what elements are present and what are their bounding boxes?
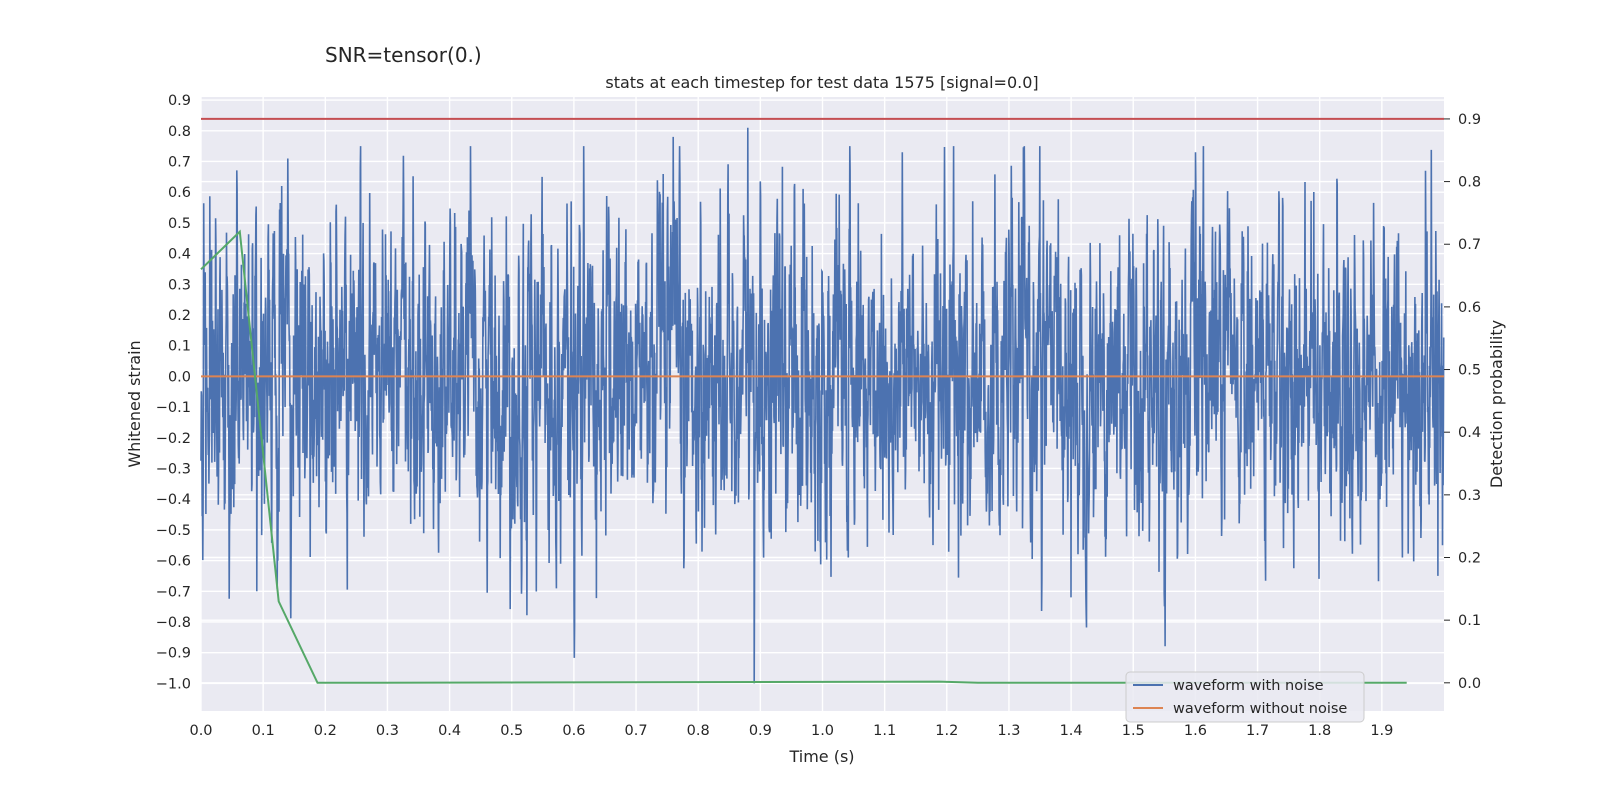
y2-tick-label: 0.3 bbox=[1458, 488, 1481, 504]
x-tick-label: 0.4 bbox=[438, 723, 461, 739]
y2-tick-label: 0.7 bbox=[1458, 237, 1481, 253]
y-tick-label: 0.1 bbox=[168, 339, 191, 355]
y-tick-label: 0.2 bbox=[168, 308, 191, 324]
x-tick-label: 1.7 bbox=[1246, 723, 1269, 739]
legend-label-noise: waveform with noise bbox=[1173, 678, 1324, 694]
x-tick-label: 1.8 bbox=[1308, 723, 1331, 739]
x-tick-label: 0.6 bbox=[562, 723, 585, 739]
y-tick-label: 0.3 bbox=[168, 277, 191, 293]
y-tick-label: −0.4 bbox=[156, 492, 191, 508]
x-tick-label: 0.9 bbox=[749, 723, 772, 739]
y-tick-label: 0.6 bbox=[168, 185, 191, 201]
y-tick-label: 0.9 bbox=[168, 93, 191, 109]
y-tick-label: −0.5 bbox=[156, 523, 191, 539]
y-tick-labels: 0.9 0.8 0.7 0.6 0.5 0.4 0.3 0.2 0.1 0.0 −0.1 −0.2 −0… bbox=[156, 93, 191, 692]
x-tick-label: 1.9 bbox=[1370, 723, 1393, 739]
x-tick-label: 1.5 bbox=[1122, 723, 1145, 739]
y-tick-label: −0.8 bbox=[156, 615, 191, 631]
chart-title: stats at each timestep for test data 157… bbox=[605, 73, 1038, 92]
x-tick-label: 1.6 bbox=[1184, 723, 1207, 739]
x-tick-label: 1.1 bbox=[873, 723, 896, 739]
y2-tick-labels: 0.9 0.8 0.7 0.6 0.5 0.4 0.3 0.2 0.1 0.0 bbox=[1444, 112, 1481, 692]
y-tick-label: −0.2 bbox=[156, 431, 191, 447]
x-tick-label: 0.7 bbox=[625, 723, 648, 739]
y2-tick-label: 0.5 bbox=[1458, 363, 1481, 379]
y2-tick-label: 0.2 bbox=[1458, 551, 1481, 567]
y-tick-label: −0.9 bbox=[156, 646, 191, 662]
suptitle: SNR=tensor(0.) bbox=[325, 43, 482, 67]
y2-axis-label: Detection probability bbox=[1487, 320, 1506, 488]
legend-box bbox=[1125, 671, 1365, 723]
y-tick-label: −0.7 bbox=[156, 584, 191, 600]
y2-tick-label: 0.9 bbox=[1458, 112, 1481, 128]
y-tick-label: 0.4 bbox=[168, 247, 191, 263]
y2-tick-label: 0.1 bbox=[1458, 613, 1481, 629]
x-tick-label: 1.3 bbox=[997, 723, 1020, 739]
x-tick-label: 0.1 bbox=[252, 723, 275, 739]
y2-tick-label: 0.6 bbox=[1458, 300, 1481, 316]
y-tick-label: 0.7 bbox=[168, 154, 191, 170]
x-tick-label: 0.8 bbox=[687, 723, 710, 739]
x-tick-label: 0.5 bbox=[500, 723, 523, 739]
x-tick-label: 1.0 bbox=[811, 723, 834, 739]
y-tick-label: 0.0 bbox=[168, 369, 191, 385]
y-tick-label: −0.1 bbox=[156, 400, 191, 416]
series-waveform-with-noise bbox=[200, 127, 1445, 684]
y2-tick-label: 0.4 bbox=[1458, 425, 1481, 441]
y2-tick-label: 0.8 bbox=[1458, 175, 1481, 191]
y-tick-label: 0.5 bbox=[168, 216, 191, 232]
y-tick-label: −0.6 bbox=[156, 554, 191, 570]
y-tick-label: −1.0 bbox=[156, 676, 191, 692]
series-detection-probability bbox=[200, 229, 1407, 684]
y-tick-label: −0.3 bbox=[156, 461, 191, 477]
y-axis-label: Whitened strain bbox=[125, 340, 144, 467]
y2-tick-label: 0.0 bbox=[1458, 676, 1481, 692]
legend-label-clean: waveform without noise bbox=[1173, 701, 1347, 717]
legend: waveform with noise waveform without noi… bbox=[1125, 671, 1365, 723]
y-tick-label: 0.8 bbox=[168, 124, 191, 140]
x-tick-label: 1.2 bbox=[935, 723, 958, 739]
x-tick-label: 1.4 bbox=[1060, 723, 1083, 739]
x-tick-label: 0.2 bbox=[314, 723, 337, 739]
x-tick-labels: 0.0 0.1 0.2 0.3 0.4 0.5 0.6 0.7 0.8 0.9 1.0 1.1 1.2 1… bbox=[189, 723, 1393, 739]
x-axis-label: Time (s) bbox=[788, 747, 854, 766]
series-layer bbox=[200, 117, 1445, 684]
x-tick-label: 0.3 bbox=[376, 723, 399, 739]
x-tick-label: 0.0 bbox=[189, 723, 212, 739]
